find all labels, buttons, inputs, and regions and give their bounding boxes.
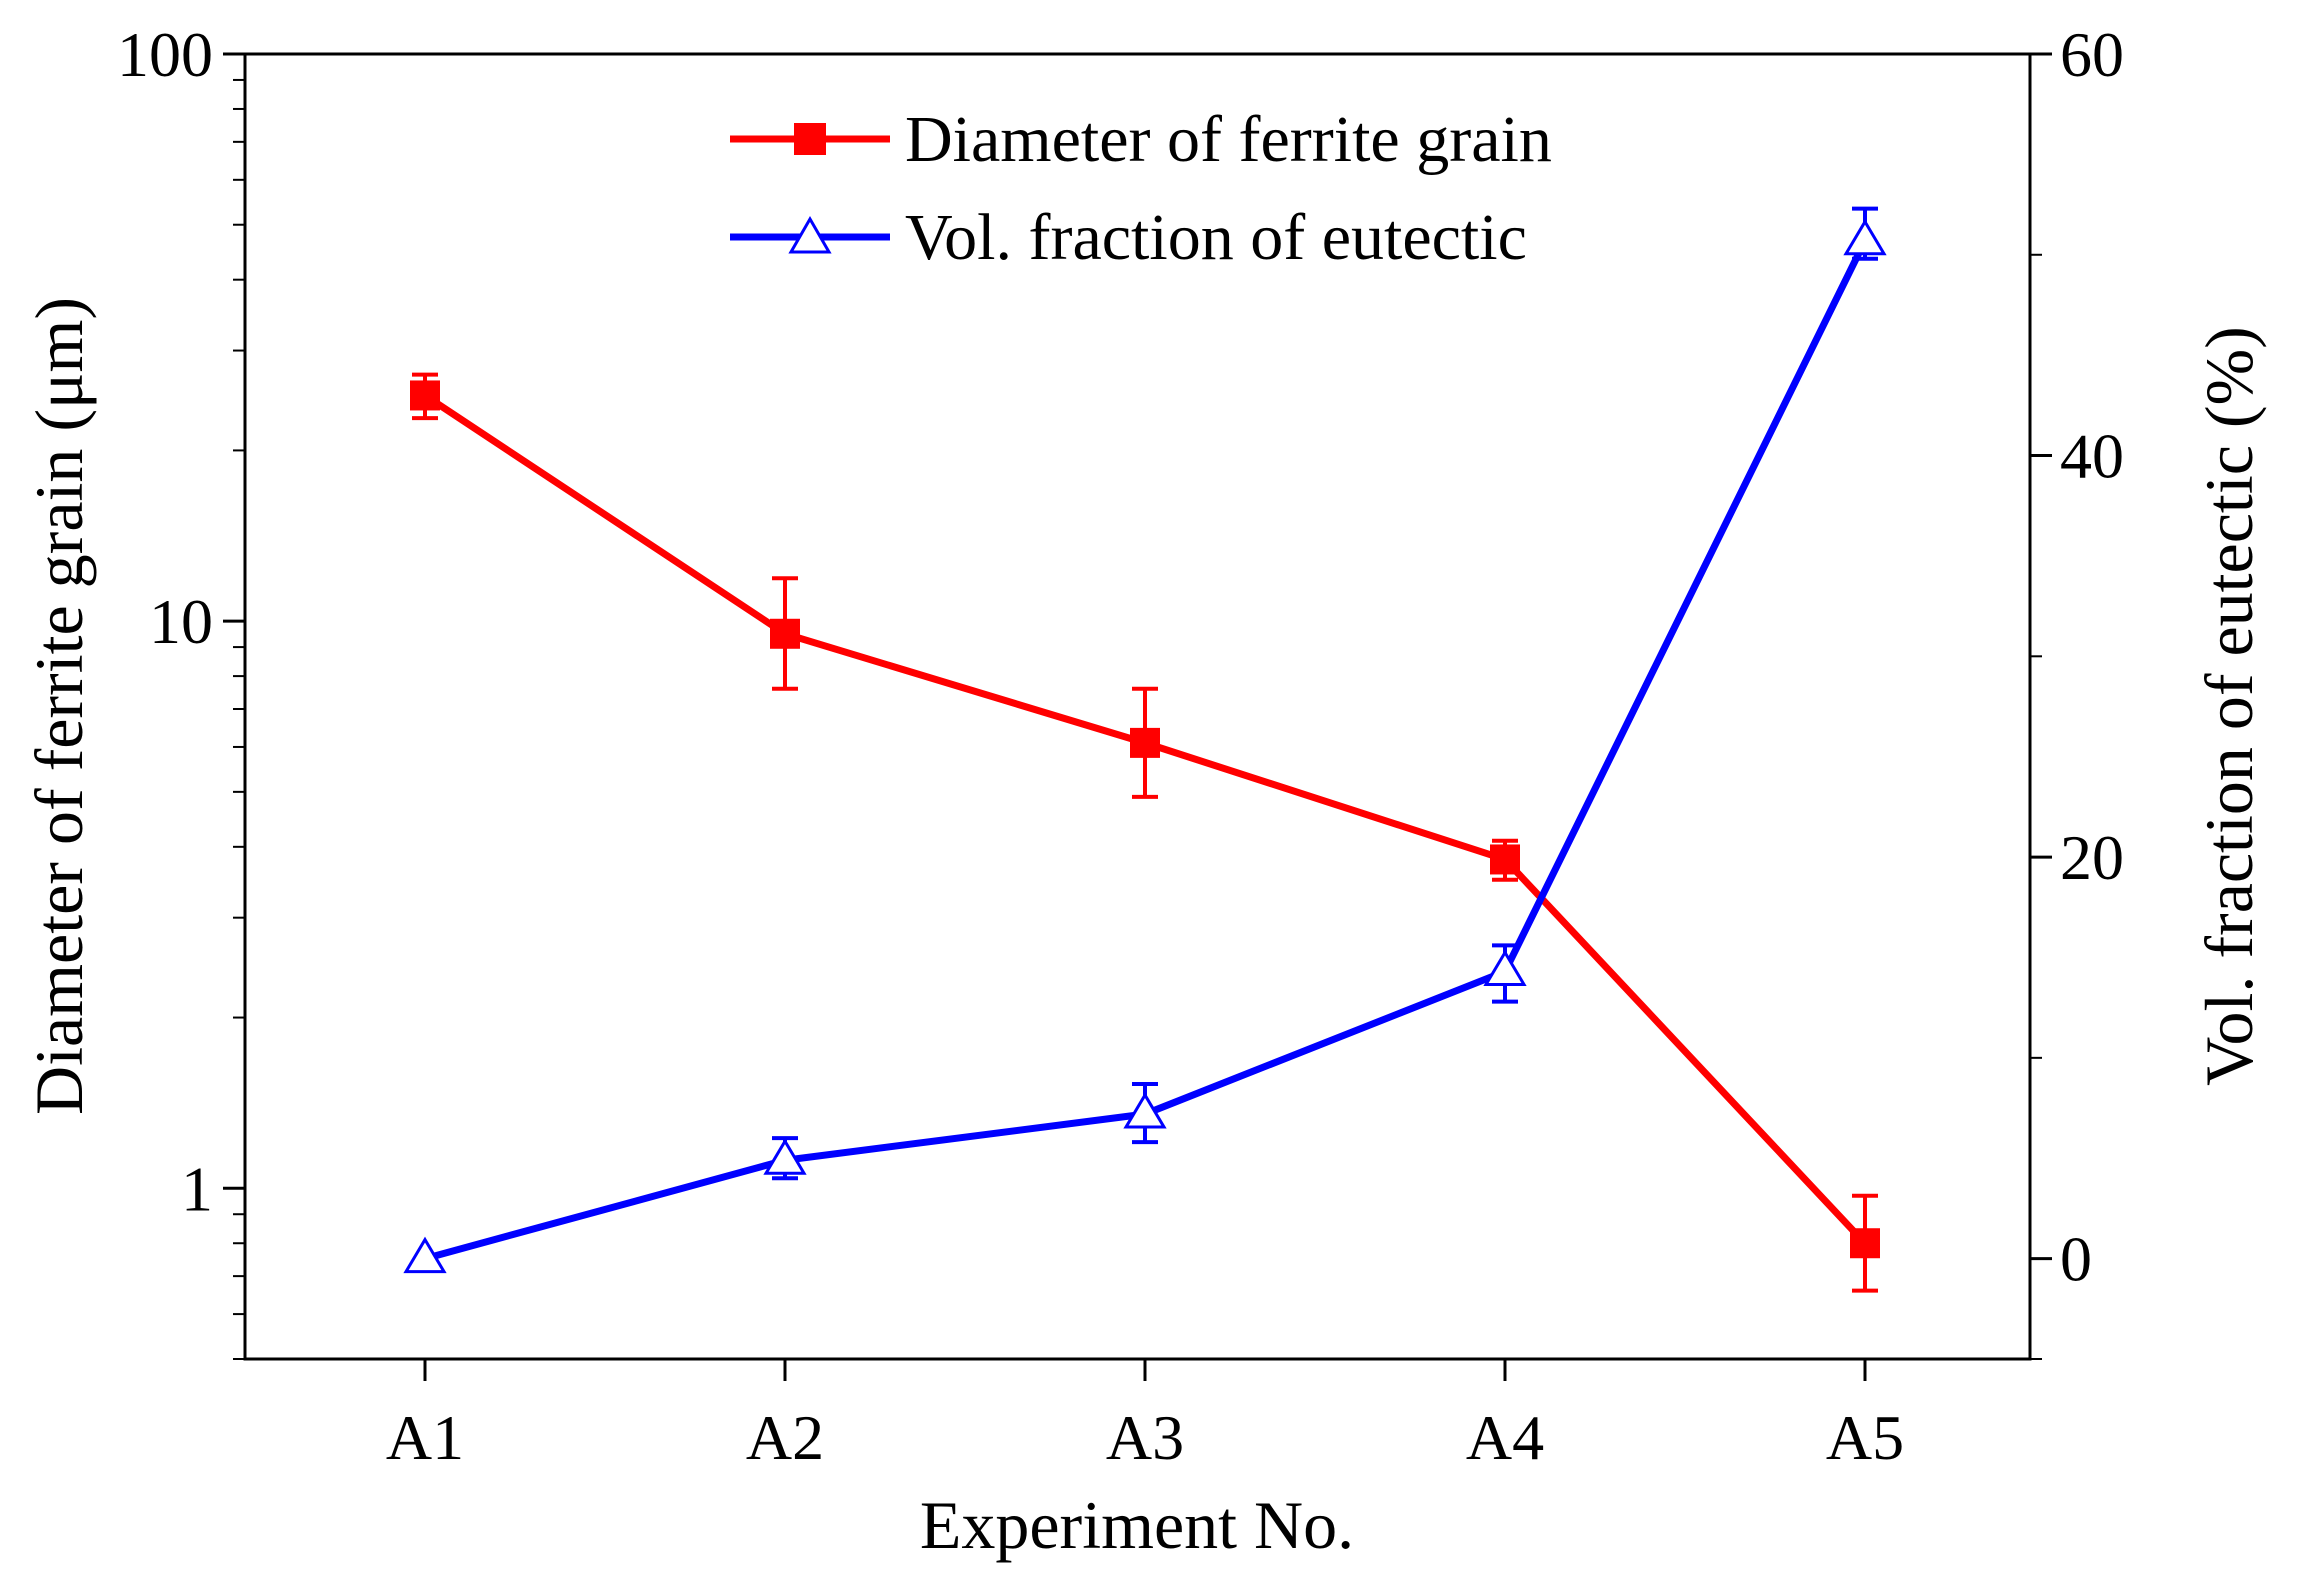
plot-frame [243, 52, 2032, 1361]
legend-marker-eutectic [788, 215, 832, 254]
data-point-eutectic [1123, 1092, 1167, 1129]
legend-marker-diameter [794, 123, 826, 155]
data-point-eutectic [1483, 949, 1527, 987]
y-axis-title: Diameter of ferrite grain (μm) [21, 297, 97, 1115]
y-tick-label: 10 [149, 586, 213, 657]
data-point-diameter [410, 380, 440, 411]
y2-tick-label: 40 [2060, 421, 2124, 492]
x-tick-label: A3 [1106, 1402, 1184, 1473]
axes-layer: A1 A2 A3 A4 A5 1 10 100 0 20 40 60 [117, 19, 2124, 1473]
data-point-eutectic [403, 1236, 447, 1274]
y2-tick-label: 60 [2060, 19, 2124, 90]
data-point-diameter [1850, 1228, 1880, 1259]
y2-axis-title: Vol. fraction of eutectic (%) [2191, 326, 2267, 1086]
y2-tick-label: 20 [2060, 822, 2124, 893]
data-point-diameter [1130, 727, 1160, 758]
x-tick-label: A1 [386, 1402, 464, 1473]
y-tick-label: 100 [117, 19, 213, 90]
data-point-diameter [1490, 844, 1520, 875]
series-layer [403, 206, 1887, 1293]
legend: Diameter of ferrite grain Vol. fraction … [730, 103, 1552, 274]
legend-label-eutectic: Vol. fraction of eutectic [905, 201, 1527, 274]
y-tick-label: 1 [181, 1153, 213, 1224]
x-tick-label: A2 [746, 1402, 824, 1473]
legend-label-diameter: Diameter of ferrite grain [905, 103, 1552, 176]
y2-tick-label: 0 [2060, 1224, 2092, 1295]
x-tick-label: A5 [1826, 1402, 1904, 1473]
x-tick-label: A4 [1466, 1402, 1544, 1473]
x-axis-title: Experiment No. [920, 1487, 1354, 1563]
data-point-diameter [770, 618, 800, 649]
data-point-eutectic [763, 1138, 807, 1175]
data-point-eutectic [1843, 218, 1887, 256]
